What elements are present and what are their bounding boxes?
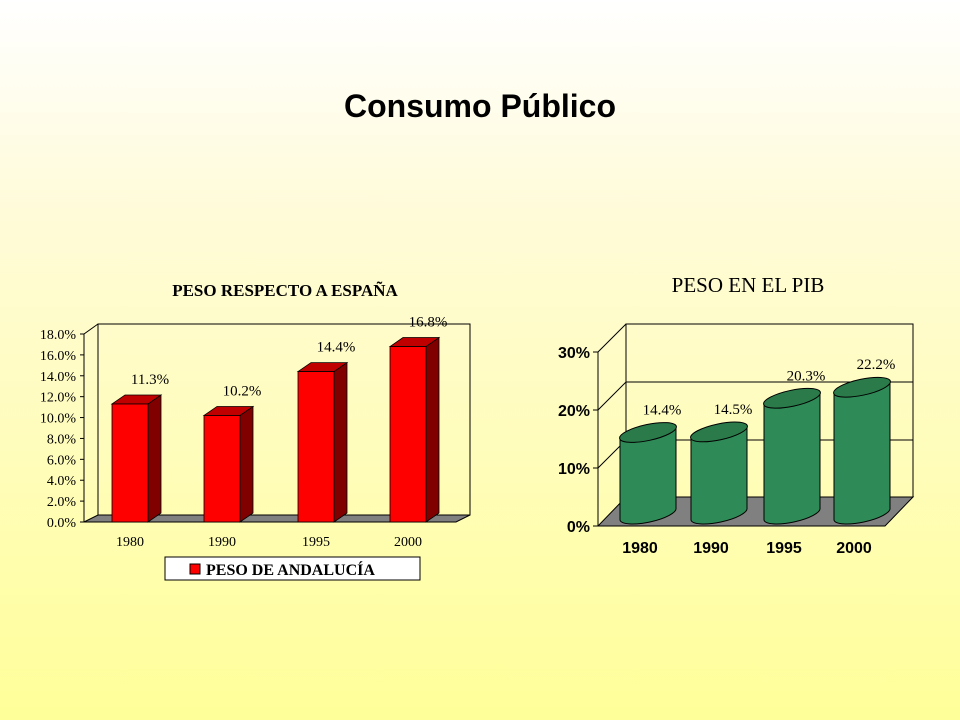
left-legend-swatch: [189, 563, 201, 575]
right-cylinder-body: [619, 426, 677, 525]
left-bar-side: [425, 336, 440, 523]
left-y-axis: [83, 323, 99, 522]
right-x-tick-label: 1980: [622, 540, 658, 557]
right-cylinder-top: [833, 376, 891, 398]
left-x-tick-label: 1995: [302, 535, 330, 550]
right-cylinder-top: [763, 387, 821, 409]
right-y-tick-label: 0%: [567, 519, 590, 536]
right-gridline: [597, 381, 913, 411]
left-y-tick-label: 14.0%: [40, 370, 77, 385]
left-x-tick-label: 1990: [208, 535, 236, 550]
right-x-tick-label: 2000: [836, 540, 872, 557]
left-y-tick-label: 4.0%: [47, 474, 77, 489]
left-bar-data-label: 16.8%: [409, 315, 448, 331]
left-bar: [111, 403, 149, 523]
right-cylinder-data-label: 14.5%: [714, 402, 753, 418]
left-x-tick-label: 1980: [116, 535, 144, 550]
right-chart: PESO EN EL PIB 0% 10% 20% 30% 14.4% 14.5% 20.…: [558, 273, 915, 557]
right-cylinder-data-label: 14.4%: [643, 402, 682, 418]
slide-title: Consumo Público: [344, 88, 616, 124]
left-y-tick-label: 8.0%: [47, 432, 77, 447]
right-cylinder-body: [690, 425, 748, 525]
left-chart: PESO RESPECTO A ESPAÑA 0.0% 2.0% 4.0% 6.0% 8…: [40, 281, 471, 581]
left-legend-label: PESO DE ANDALUCÍA: [206, 560, 375, 579]
right-y-tick-label: 10%: [558, 461, 590, 478]
left-bar: [389, 346, 427, 523]
right-cylinder-top: [619, 422, 677, 443]
right-y-tick-label: 20%: [558, 403, 590, 420]
left-y-tick-label: 12.0%: [40, 391, 77, 406]
left-y-tick-label: 10.0%: [40, 412, 77, 427]
left-bar-data-label: 11.3%: [131, 372, 169, 388]
left-bar-data-label: 14.4%: [317, 340, 356, 356]
left-x-tick-label: 2000: [394, 535, 422, 550]
left-chart-title: PESO RESPECTO A ESPAÑA: [172, 281, 398, 300]
right-y-tick-label: 30%: [558, 345, 590, 362]
left-legend-box: [164, 556, 421, 581]
right-x-tick-label: 1990: [693, 540, 729, 557]
left-y-tick-label: 0.0%: [47, 516, 77, 531]
right-cylinder-body: [763, 392, 821, 525]
right-cylinder-body: [833, 381, 891, 525]
left-y-tick-label: 6.0%: [47, 453, 77, 468]
left-bar: [297, 371, 335, 523]
left-y-tick-label: 18.0%: [40, 328, 77, 343]
left-y-tick-label: 2.0%: [47, 495, 77, 510]
left-bar-data-label: 10.2%: [223, 383, 262, 399]
right-x-tick-label: 1995: [766, 540, 802, 557]
left-y-tick-label: 16.0%: [40, 349, 77, 364]
left-bar: [203, 415, 241, 523]
right-cylinder-data-label: 20.3%: [787, 368, 826, 384]
right-cylinder-top: [690, 421, 748, 443]
left-bar-side: [333, 361, 348, 523]
left-bar-side: [147, 394, 162, 523]
left-bar-side: [239, 405, 254, 523]
right-chart-title: PESO EN EL PIB: [672, 273, 825, 297]
right-cylinder-data-label: 22.2%: [857, 357, 896, 373]
